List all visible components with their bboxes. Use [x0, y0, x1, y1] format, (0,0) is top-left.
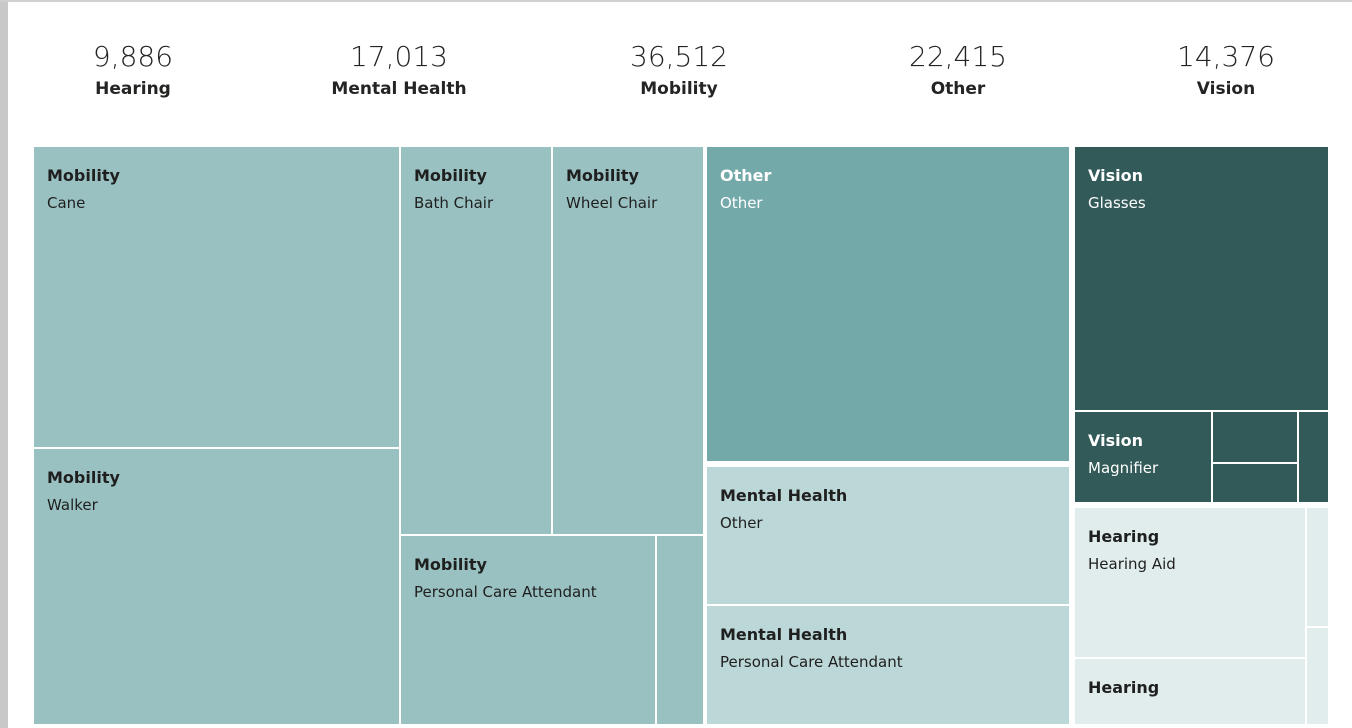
kpi-card: 22,415 Other — [838, 38, 1078, 102]
tile[interactable] — [657, 536, 703, 724]
tile[interactable]: Mobility Personal Care Attendant — [401, 536, 655, 724]
tile-item: Hearing Aid — [1088, 555, 1176, 573]
tile-group: Vision — [1088, 431, 1143, 450]
tile-item: Glasses — [1088, 194, 1146, 212]
tile-item: Wheel Chair — [566, 194, 658, 212]
tile[interactable]: Other Other — [707, 147, 1069, 461]
kpi-label: Mobility — [640, 79, 718, 99]
tile-item: Walker — [47, 496, 98, 514]
tile[interactable] — [1213, 464, 1297, 502]
tile[interactable]: Mobility Walker — [34, 449, 399, 724]
kpi-card: 17,013 Mental Health — [279, 38, 519, 102]
kpi-value: 14,376 — [1177, 40, 1275, 73]
tile-group: Mental Health — [720, 486, 848, 505]
tile-group: Hearing — [1088, 678, 1160, 697]
kpi-card: 14,376 Vision — [1106, 38, 1346, 102]
tile[interactable] — [1299, 412, 1328, 502]
kpi-value: 22,415 — [909, 40, 1007, 73]
tile[interactable]: Hearing Hearing Aid — [1075, 508, 1305, 657]
kpi-card: 36,512 Mobility — [559, 38, 799, 102]
tile-group: Mobility — [566, 166, 639, 185]
frame — [0, 0, 8, 728]
kpi-label: Hearing — [95, 79, 171, 99]
kpi-value: 17,013 — [350, 40, 448, 73]
tile-group: Mobility — [47, 468, 120, 487]
tile[interactable]: Mobility Cane — [34, 147, 399, 447]
tile-group: Mobility — [414, 555, 487, 574]
tile-item: Other — [720, 514, 763, 532]
kpi-label: Mental Health — [331, 79, 467, 99]
tile-group: Mobility — [414, 166, 487, 185]
kpi-label: Vision — [1196, 79, 1256, 99]
tile-item: Other — [720, 194, 763, 212]
tile[interactable]: Vision Glasses — [1075, 147, 1328, 410]
kpi-card: 9,886 Hearing — [13, 38, 253, 102]
frame — [0, 0, 1352, 2]
tile-item: Magnifier — [1088, 459, 1159, 477]
kpi-value: 9,886 — [92, 40, 174, 73]
tile-item: Personal Care Attendant — [720, 653, 903, 671]
tile[interactable]: Mobility Bath Chair — [401, 147, 551, 534]
tile-group: Mobility — [47, 166, 120, 185]
tile[interactable]: Mental Health Personal Care Attendant — [707, 606, 1069, 724]
tile-group: Mental Health — [720, 625, 848, 644]
tile[interactable] — [1307, 628, 1328, 724]
tile[interactable]: Mobility Wheel Chair — [553, 147, 703, 534]
tile[interactable] — [1307, 508, 1328, 626]
kpi-value: 36,512 — [630, 40, 728, 73]
tile-group: Vision — [1088, 166, 1143, 185]
tile[interactable]: Vision Magnifier — [1075, 412, 1211, 502]
tile[interactable]: Mental Health Other — [707, 467, 1069, 604]
tile-item: Cane — [47, 194, 86, 212]
tile-group: Hearing — [1088, 527, 1160, 546]
tile-group: Other — [720, 166, 772, 185]
tile-item: Bath Chair — [414, 194, 494, 212]
tile[interactable]: Hearing — [1075, 659, 1305, 724]
tile-item: Personal Care Attendant — [414, 583, 597, 601]
kpi-label: Other — [930, 79, 986, 99]
tile[interactable] — [1213, 412, 1297, 462]
